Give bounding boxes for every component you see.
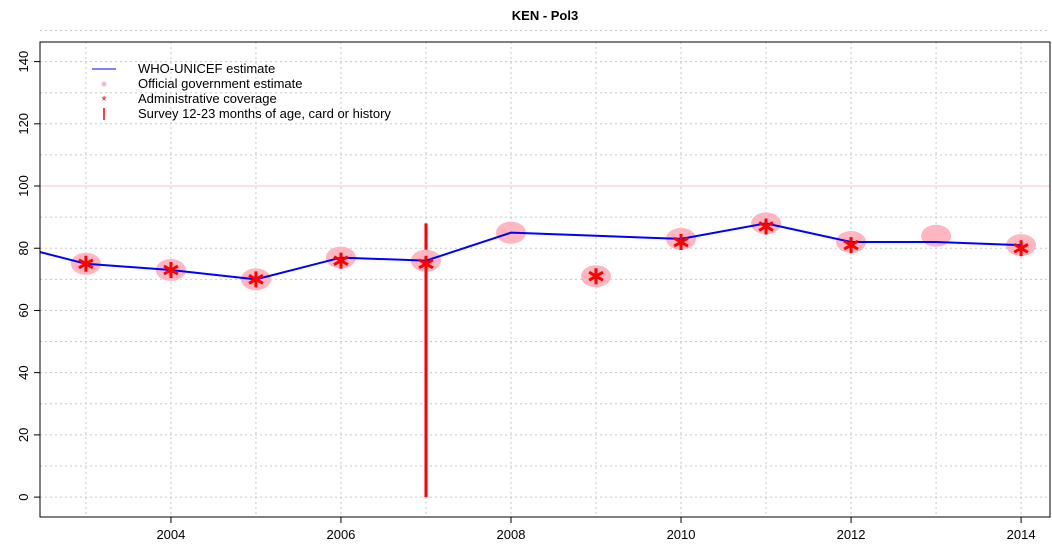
marker: [248, 271, 264, 288]
legend-symbol: *: [101, 93, 106, 108]
legend-label: Survey 12-23 months of age, card or hist…: [138, 106, 391, 121]
legend-symbol: [101, 81, 107, 87]
y-tick-label: 140: [16, 51, 31, 73]
y-tick-label: 40: [16, 365, 31, 379]
y-tick-label: 60: [16, 303, 31, 317]
legend-label: Administrative coverage: [138, 91, 277, 106]
marker: [758, 218, 774, 235]
y-tick-label: 80: [16, 241, 31, 255]
y-tick-label: 20: [16, 428, 31, 442]
plot-frame: [39, 41, 1051, 518]
line: [40, 222, 1022, 281]
marker: [673, 234, 689, 251]
x-tick-label: 2004: [156, 527, 185, 542]
marker: [843, 237, 859, 254]
y-tick-label: 100: [16, 175, 31, 197]
marker: [333, 252, 349, 269]
marker: [588, 268, 604, 285]
marker: [163, 262, 179, 279]
x-tick-label: 2014: [1007, 527, 1036, 542]
marker: [78, 255, 94, 272]
x-tick-label: 2006: [326, 527, 355, 542]
x-tick-label: 2010: [667, 527, 696, 542]
x-tick-label: 2008: [497, 527, 526, 542]
legend-label: Official government estimate: [138, 76, 303, 91]
marker: [1013, 240, 1029, 257]
chart-title: KEN - Pol3: [512, 8, 578, 23]
x-tick-label: 2012: [837, 527, 866, 542]
plot-area: [40, 212, 1037, 498]
marker: [418, 255, 434, 272]
marker: [921, 224, 952, 247]
y-tick-label: 0: [16, 493, 31, 500]
legend-label: WHO-UNICEF estimate: [138, 61, 275, 76]
y-tick-label: 120: [16, 113, 31, 135]
